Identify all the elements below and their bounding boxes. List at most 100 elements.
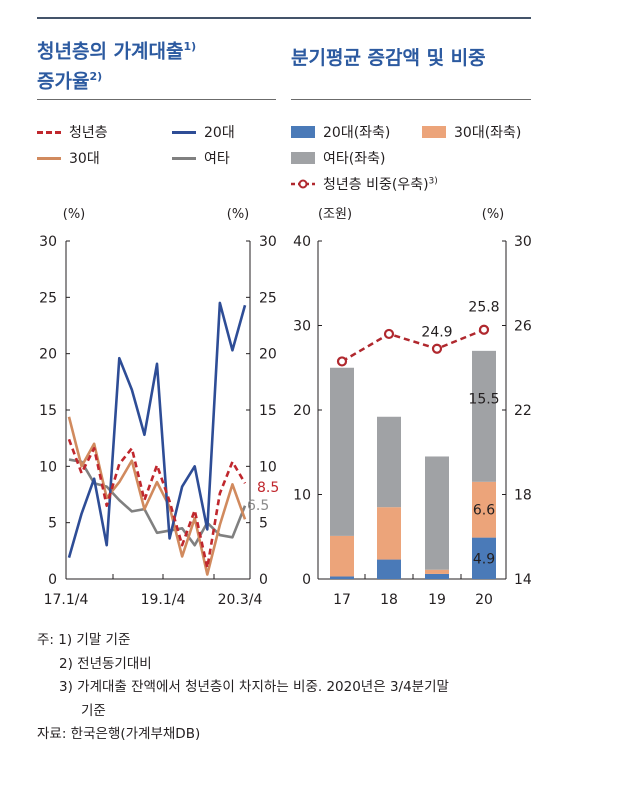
- bar-segment-30대(좌축): [472, 481, 496, 538]
- right-chart-title: 분기평균 증감액 및 비중: [291, 47, 486, 69]
- legend-label: 20대(좌축): [323, 125, 391, 141]
- youth-share-marker: [431, 343, 443, 354]
- bar-y-tick-label: 0: [302, 572, 311, 588]
- bar-x-tick-label: 17: [333, 592, 351, 608]
- legend-item-30s-bar: 30대(좌축): [422, 122, 521, 142]
- bar-y-tick-label: 10: [293, 488, 311, 504]
- y-tick-label: 5: [48, 516, 57, 532]
- source: 자료: 한국은행(가계부채DB): [37, 726, 201, 742]
- line-swatch: [172, 130, 196, 134]
- bar-segment-20대(좌축): [330, 576, 354, 579]
- legend-label: 청년층 비중(우축)3): [323, 174, 438, 194]
- title-line1: 청년층의 가계대출: [37, 40, 184, 63]
- bar-y-tick-label: 40: [293, 234, 311, 250]
- y-tick-label-right: 10: [259, 459, 277, 475]
- y-tick-label: 30: [39, 234, 57, 250]
- bar-segment-여타(좌축): [330, 367, 354, 536]
- y-tick-label: 10: [39, 459, 57, 475]
- bar-segment-20대(좌축): [377, 559, 401, 579]
- note-3: 3) 가계대출 잔액에서 청년층이 차지하는 비중. 2020년은 3/4분기말: [59, 679, 449, 695]
- x-tick-label: 19.1/4: [141, 592, 186, 608]
- series-line-20대: [67, 301, 247, 558]
- top-rule: [37, 17, 531, 19]
- series-line-30대: [67, 416, 247, 576]
- youth-share-marker: [383, 328, 395, 340]
- title-line2: 증가율: [37, 70, 90, 93]
- bar-y-tick-label-right: 18: [514, 488, 532, 504]
- bar-segment-여타(좌축): [377, 416, 401, 508]
- bar-y-tick-label-right: 26: [514, 319, 532, 335]
- legend-label: 청년층: [69, 125, 108, 141]
- bar-y-axis-unit-left: (조원): [318, 207, 352, 222]
- bar-y-tick-label: 20: [293, 403, 311, 419]
- left-title-rule: [37, 99, 276, 100]
- bar-x-tick-label: 19: [428, 592, 446, 608]
- note-2: 2) 전년동기대비: [59, 655, 152, 672]
- note-3-cont: 기준: [81, 702, 106, 719]
- x-tick-label: 17.1/4: [44, 592, 89, 608]
- bar-segment-20대(좌축): [425, 573, 449, 579]
- end-label-youth: 8.5: [257, 480, 279, 496]
- youth-share-marker: [478, 324, 490, 335]
- notes: 주: 1) 기말 기준 2) 전년동기대비 3) 가계대출 잔액에서 청년층이 …: [37, 629, 449, 747]
- youth-share-marker: [336, 356, 348, 367]
- legend-label: 20대: [204, 125, 235, 141]
- y-tick-label-right: 0: [259, 572, 268, 588]
- y-tick-label-right: 20: [259, 347, 277, 363]
- legend-item-20s-bar: 20대(좌축): [291, 122, 390, 142]
- legend-label-text: 청년층 비중(우축): [323, 177, 429, 193]
- y-tick-label-right: 15: [259, 403, 277, 419]
- bar-value-label: 4.9: [473, 551, 495, 567]
- bar-y-tick-label-right: 22: [514, 403, 532, 419]
- line-swatch: [172, 156, 196, 160]
- y-tick-label-right: 30: [259, 234, 277, 250]
- swatch: [291, 152, 315, 164]
- bar-segment-30대(좌축): [425, 569, 449, 574]
- legend-item-youth-share: 청년층 비중(우축)3): [291, 174, 438, 194]
- youth-share-label: 25.8: [468, 300, 499, 316]
- series-line-청년층: [67, 438, 247, 570]
- bar-segment-여타(좌축): [425, 456, 449, 570]
- dashed-marker-swatch: [291, 179, 315, 189]
- bar-y-tick-label-right: 30: [514, 234, 532, 250]
- bar-segment-30대(좌축): [377, 507, 401, 560]
- charts-canvas: 0 0 5 5 10 10 15 15 20 20 25 25 30 30 (%) (%) 17.1/4 19.1…: [39, 207, 532, 608]
- legend-label: 30대(좌축): [454, 125, 522, 141]
- bar-segment-20대(좌축): [472, 537, 496, 579]
- y-axis-unit-left: (%): [63, 207, 86, 222]
- legend-footnote: 3): [428, 176, 438, 187]
- end-label-other: 6.5: [247, 498, 269, 514]
- youth-share-line: [341, 328, 485, 363]
- bar-x-tick-label: 18: [380, 592, 398, 608]
- bar-x-tick-label: 20: [475, 592, 493, 608]
- bar-segment-여타(좌축): [472, 350, 496, 482]
- swatch: [422, 126, 446, 138]
- legend-item-20s: 20대: [172, 122, 235, 142]
- legend-item-other: 여타: [172, 148, 230, 168]
- left-chart-title: 청년층의 가계대출1) 증가율2): [37, 34, 196, 95]
- y-tick-label: 0: [48, 572, 57, 588]
- dashed-line-swatch: [37, 130, 61, 134]
- x-tick-label: 20.3/4: [218, 592, 263, 608]
- bar-y-tick-label-right: 14: [514, 572, 532, 588]
- title-footnote: 2): [89, 70, 103, 84]
- y-tick-label: 25: [39, 290, 57, 306]
- legend-item-30s: 30대: [37, 148, 100, 168]
- y-tick-label: 20: [39, 347, 57, 363]
- bar-y-axis-unit-right: (%): [482, 207, 505, 222]
- y-axis-unit-right: (%): [227, 207, 250, 222]
- legend-label: 여타: [204, 151, 230, 167]
- y-tick-label: 15: [39, 403, 57, 419]
- y-tick-label-right: 5: [259, 516, 268, 532]
- y-tick-label-right: 25: [259, 290, 277, 306]
- bar-value-label: 6.6: [473, 503, 495, 519]
- bar-y-tick-label: 30: [293, 319, 311, 335]
- legend-label: 30대: [69, 151, 100, 167]
- bar-segment-30대(좌축): [330, 535, 354, 577]
- note-1: 주: 1) 기말 기준: [37, 632, 131, 648]
- title-footnote: 1): [183, 40, 197, 53]
- legend-label: 여타(좌축): [323, 151, 386, 167]
- line-swatch: [37, 156, 61, 160]
- legend-item-youth: 청년층: [37, 122, 108, 142]
